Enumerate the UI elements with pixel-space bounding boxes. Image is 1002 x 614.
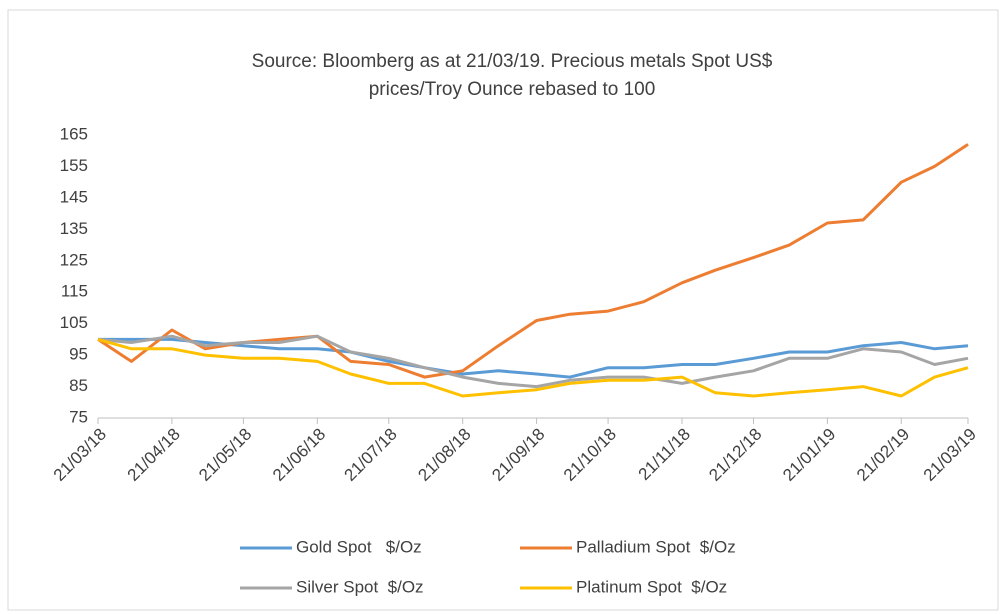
legend-label: Gold Spot $/Oz bbox=[296, 537, 422, 556]
chart-border bbox=[7, 9, 999, 611]
y-tick-label: 125 bbox=[60, 250, 88, 269]
legend-label: Palladium Spot $/Oz bbox=[576, 537, 736, 556]
series-line bbox=[97, 334, 969, 389]
legend-label: Platinum Spot $/Oz bbox=[576, 577, 727, 596]
y-tick-label: 105 bbox=[60, 313, 88, 332]
y-tick-label: 85 bbox=[69, 376, 88, 395]
y-tick-label: 155 bbox=[60, 156, 88, 175]
series-line bbox=[97, 337, 969, 398]
y-tick-label: 165 bbox=[60, 124, 88, 143]
y-tick-label: 95 bbox=[69, 345, 88, 364]
legend-label: Silver Spot $/Oz bbox=[296, 577, 424, 596]
y-tick-label: 115 bbox=[61, 282, 88, 301]
y-tick-label: 145 bbox=[60, 187, 88, 206]
chart-title: prices/Troy Ounce rebased to 100 bbox=[369, 79, 656, 100]
chart-title: Source: Bloomberg as at 21/03/19. Precio… bbox=[252, 51, 773, 72]
y-tick-label: 75 bbox=[69, 407, 88, 426]
y-tick-label: 135 bbox=[60, 219, 88, 238]
series-line bbox=[98, 337, 969, 379]
